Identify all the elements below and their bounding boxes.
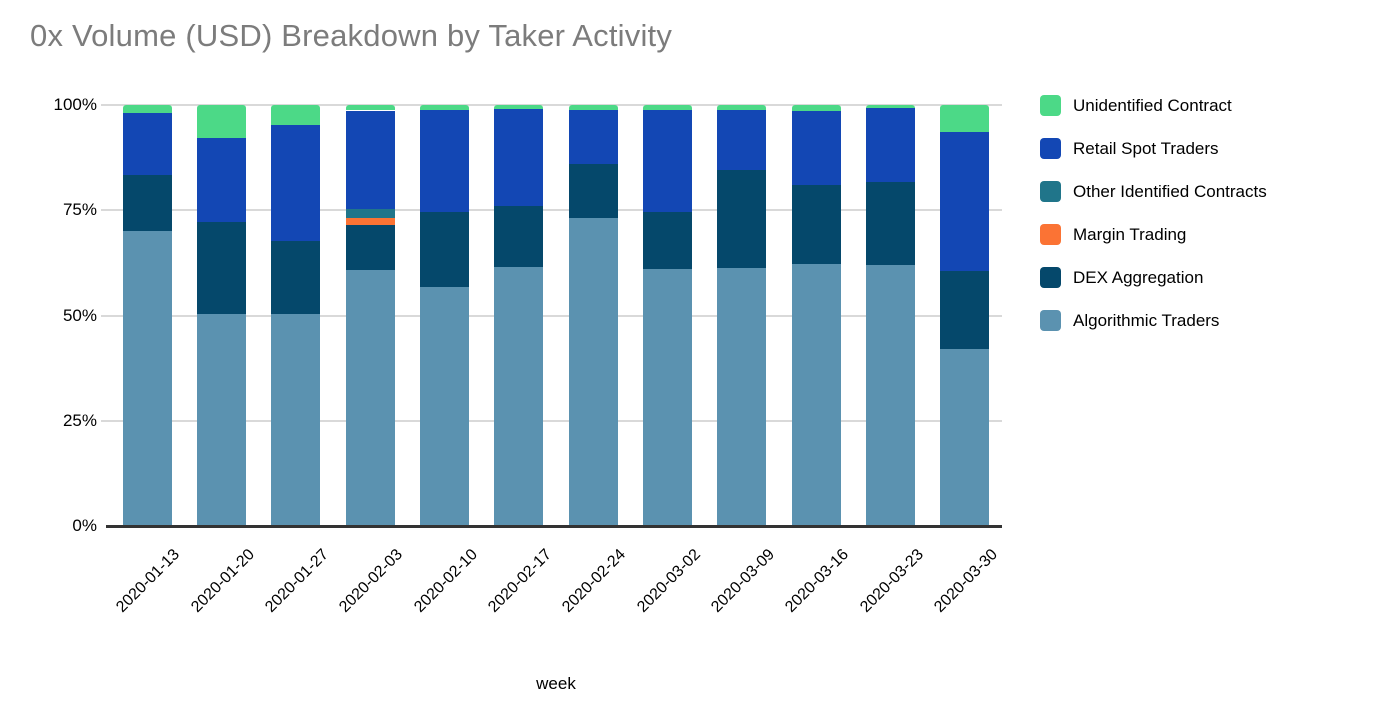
legend-swatch-icon [1040, 224, 1061, 245]
bar-segment-retail-spot-traders[interactable] [940, 132, 990, 271]
bar-segment-retail-spot-traders[interactable] [345, 110, 395, 210]
legend-swatch-icon [1040, 310, 1061, 331]
bar-segment-dex-aggregation[interactable] [866, 181, 915, 265]
y-tick-label-50: 50% [62, 305, 97, 325]
y-tick-label-75: 75% [62, 200, 97, 220]
bar-segment-dex-aggregation[interactable] [271, 240, 321, 315]
bar-segment-unidentified-contract[interactable] [568, 105, 618, 110]
bar-segment-other-identified-contracts[interactable] [345, 209, 395, 218]
legend-swatch-icon [1040, 95, 1061, 116]
bar-segment-algorithmic-traders[interactable] [866, 264, 915, 526]
bar-2020-01-13 [122, 105, 172, 526]
bar-segment-retail-spot-traders[interactable] [568, 109, 618, 165]
bar-segment-dex-aggregation[interactable] [643, 211, 692, 270]
bar-segment-retail-spot-traders[interactable] [122, 113, 172, 175]
bar-segment-unidentified-contract[interactable] [271, 105, 321, 125]
legend-label: Unidentified Contract [1073, 95, 1232, 115]
legend-item-retail-spot-traders[interactable]: Retail Spot Traders [1040, 138, 1267, 159]
bar-segment-margin-trading[interactable] [345, 217, 395, 226]
bar-segment-unidentified-contract[interactable] [122, 105, 172, 113]
bar-segment-unidentified-contract[interactable] [197, 105, 246, 139]
bar-segment-retail-spot-traders[interactable] [717, 110, 767, 170]
bar-segment-dex-aggregation[interactable] [345, 225, 395, 271]
bar-segment-retail-spot-traders[interactable] [866, 107, 915, 182]
y-tick-label-0: 0% [72, 516, 97, 535]
bar-segment-dex-aggregation[interactable] [568, 164, 618, 219]
gridline-25 [110, 419, 1002, 422]
bar-segment-dex-aggregation[interactable] [940, 270, 990, 350]
bar-segment-retail-spot-traders[interactable] [643, 110, 692, 212]
legend-label: Margin Trading [1073, 224, 1187, 244]
bar-2020-01-27 [271, 105, 321, 526]
bar-2020-03-02 [643, 105, 692, 526]
bar-segment-unidentified-contract[interactable] [345, 105, 395, 111]
bar-segment-unidentified-contract[interactable] [940, 105, 990, 133]
legend-swatch-icon [1040, 138, 1061, 159]
bar-segment-dex-aggregation[interactable] [420, 211, 469, 287]
legend: Unidentified Contract Retail Spot Traders… [1040, 95, 1267, 353]
gridline-100 [110, 104, 1002, 106]
bar-segment-retail-spot-traders[interactable] [494, 109, 544, 207]
bar-segment-algorithmic-traders[interactable] [197, 314, 246, 526]
y-tick [101, 209, 110, 212]
plot-area [110, 104, 1002, 526]
y-tick [101, 104, 110, 106]
bar-2020-02-10 [420, 105, 469, 526]
x-axis-line [106, 525, 1002, 528]
legend-item-other-identified-contracts[interactable]: Other Identified Contracts [1040, 181, 1267, 202]
bar-segment-dex-aggregation[interactable] [494, 206, 544, 267]
bar-segment-retail-spot-traders[interactable] [197, 138, 246, 223]
bar-segment-algorithmic-traders[interactable] [345, 270, 395, 526]
legend-item-margin-trading[interactable]: Margin Trading [1040, 224, 1267, 245]
y-tick [101, 314, 110, 317]
bar-segment-unidentified-contract[interactable] [717, 105, 767, 111]
bar-2020-03-16 [791, 105, 841, 526]
bar-segment-dex-aggregation[interactable] [717, 169, 767, 268]
bar-2020-02-24 [568, 105, 618, 526]
bar-segment-dex-aggregation[interactable] [122, 174, 172, 232]
bar-segment-algorithmic-traders[interactable] [568, 218, 618, 526]
bar-segment-retail-spot-traders[interactable] [791, 111, 841, 185]
bar-segment-unidentified-contract[interactable] [866, 105, 915, 108]
bar-segment-algorithmic-traders[interactable] [791, 263, 841, 526]
bar-segment-algorithmic-traders[interactable] [643, 269, 692, 526]
bar-2020-02-17 [494, 105, 544, 526]
bar-2020-03-23 [866, 105, 915, 526]
bar-2020-03-30 [940, 105, 990, 526]
legend-item-dex-aggregation[interactable]: DEX Aggregation [1040, 267, 1267, 288]
bar-segment-algorithmic-traders[interactable] [122, 231, 172, 526]
bar-segment-algorithmic-traders[interactable] [494, 266, 544, 526]
y-tick-label-25: 25% [62, 410, 97, 430]
legend-label: Other Identified Contracts [1073, 181, 1267, 201]
bar-2020-01-20 [197, 105, 246, 526]
x-axis-title: week [536, 674, 576, 693]
bar-segment-unidentified-contract[interactable] [494, 105, 544, 110]
chart-title: 0x Volume (USD) Breakdown by Taker Activ… [30, 18, 673, 53]
legend-label: Retail Spot Traders [1073, 138, 1219, 158]
bar-2020-03-09 [717, 105, 767, 526]
bar-segment-unidentified-contract[interactable] [643, 105, 692, 111]
legend-item-unidentified-contract[interactable]: Unidentified Contract [1040, 95, 1267, 116]
legend-label: Algorithmic Traders [1073, 310, 1220, 330]
legend-label: DEX Aggregation [1073, 267, 1204, 287]
bar-segment-dex-aggregation[interactable] [791, 185, 841, 264]
bar-2020-02-03 [345, 105, 395, 526]
legend-swatch-icon [1040, 267, 1061, 288]
bar-segment-algorithmic-traders[interactable] [271, 314, 321, 526]
bar-segment-dex-aggregation[interactable] [197, 222, 246, 315]
bar-segment-algorithmic-traders[interactable] [717, 267, 767, 526]
bar-segment-unidentified-contract[interactable] [420, 105, 469, 110]
legend-item-algorithmic-traders[interactable]: Algorithmic Traders [1040, 310, 1267, 331]
bar-segment-algorithmic-traders[interactable] [420, 286, 469, 526]
gridline-75 [110, 209, 1002, 212]
y-tick [101, 419, 110, 422]
bar-segment-retail-spot-traders[interactable] [420, 109, 469, 212]
gridline-50 [110, 314, 1002, 317]
bar-segment-retail-spot-traders[interactable] [271, 124, 321, 241]
y-tick-label-100: 100% [53, 95, 97, 114]
bar-segment-algorithmic-traders[interactable] [940, 349, 990, 526]
legend-swatch-icon [1040, 181, 1061, 202]
bar-segment-unidentified-contract[interactable] [791, 105, 841, 112]
